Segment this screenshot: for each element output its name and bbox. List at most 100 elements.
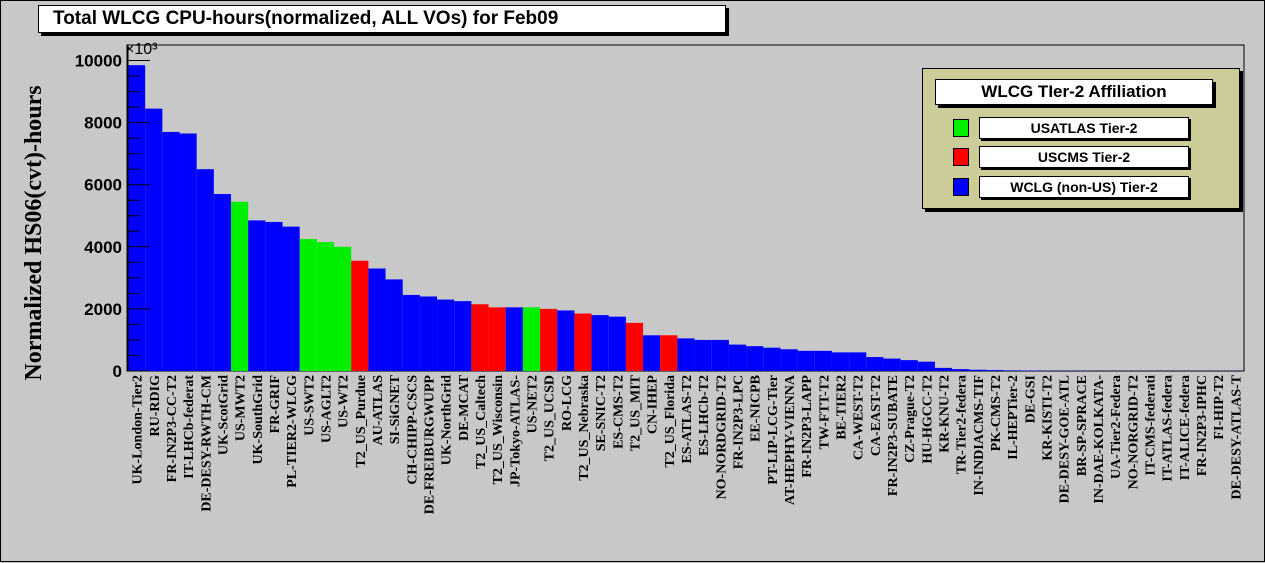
x-tick-label: ES-CMS-T2 <box>611 375 626 449</box>
bar-es-atlas-t2 <box>677 338 694 371</box>
bar-us-wt2 <box>334 247 351 371</box>
x-tick-label: BR-SP-SPRACE <box>1075 375 1090 476</box>
legend-label-wclg: WCLG (non-US) Tier-2 <box>979 176 1189 198</box>
bar-cz-prague-t2 <box>901 360 918 371</box>
x-tick-label: CA-EAST-T2 <box>869 375 884 456</box>
x-tick-label: FR-IN2P3-IPHC <box>1195 375 1210 476</box>
x-tick-label: CN-IHEP <box>646 375 661 435</box>
y-scale-label: ×10³ <box>125 41 158 58</box>
x-tick-label: US-MWT2 <box>234 375 249 441</box>
bar-pt-lip-lcg-tier <box>763 348 780 371</box>
x-tick-label: FR-GRIF <box>268 375 283 433</box>
x-tick-label: FR-IN2P3-LAPP <box>800 375 815 478</box>
bar-se-snic-t2 <box>592 315 609 371</box>
bar-no-nordgrid-t2 <box>712 340 729 371</box>
x-tick-label: T2_US_Florida <box>663 375 678 468</box>
bar-t2-us-ucsd <box>540 309 557 371</box>
x-tick-label: PK-CMS-T2 <box>989 375 1004 451</box>
x-tick-label: US-AGLT2 <box>319 375 334 443</box>
x-tick-label: EE-NICPB <box>749 375 764 442</box>
bar-uk-london-tier2 <box>128 65 145 371</box>
x-tick-label: UK-SouthGrid <box>251 375 266 465</box>
bar-it-lhcb-federat <box>180 133 197 371</box>
bar-ru-rdig <box>145 109 162 371</box>
x-tick-label: DE-DESY-RWTH-CM <box>199 375 214 512</box>
legend-swatch-uscms <box>953 148 969 166</box>
bar-si-signet <box>386 279 403 371</box>
y-axis-label: Normalized HS06(cvt)-hours <box>21 85 47 380</box>
legend-swatch-wclg <box>953 178 969 196</box>
bar-es-lhcb-t2 <box>695 340 712 371</box>
y-tick-label: 0 <box>113 362 122 381</box>
legend-title: WLCG TIer-2 Affiliation <box>935 79 1213 105</box>
x-tick-label: NO-NORGRID-T2 <box>1126 375 1141 489</box>
x-tick-label: DE-FREIBURGWUPP <box>422 375 437 515</box>
x-tick-label: CZ-Prague-T2 <box>903 375 918 463</box>
x-tick-label: FR-IN2P3-LPC <box>732 375 747 469</box>
x-tick-label: DE-DESY-GOE-ATL <box>1058 375 1073 503</box>
bar-us-net2 <box>523 307 540 371</box>
y-tick-label: 10000 <box>75 52 122 71</box>
legend-label-usatlas: USATLAS Tier-2 <box>979 117 1189 139</box>
bar-jp-tokyo-atlas- <box>506 307 523 371</box>
x-tick-label: UK-London-Tier2 <box>131 375 146 484</box>
y-tick-label: 8000 <box>84 114 122 133</box>
x-tick-label: ES-ATLAS-T2 <box>680 375 695 463</box>
bar-hu-hgcc-t2 <box>918 362 935 371</box>
bar-pk-cms-t2 <box>986 370 1003 371</box>
y-tick-label: 6000 <box>84 176 122 195</box>
bar-us-mwt2 <box>231 202 248 371</box>
bar-t2-us-purdue <box>351 261 368 371</box>
x-tick-label: ES-LHCb-T2 <box>697 375 712 456</box>
bar-t2-us-wisconsin <box>489 307 506 371</box>
x-tick-label: TR-Tier2-federa <box>955 375 970 474</box>
bar-ca-west-t2 <box>849 352 866 371</box>
x-tick-label: T2_US_Nebraska <box>577 375 592 481</box>
bar-kr-knu-t2 <box>935 368 952 371</box>
x-tick-label: RO-LCG <box>560 375 575 431</box>
x-tick-label: T2_US_Wisconsin <box>491 375 506 485</box>
x-tick-label: SI-SiGNET <box>388 374 403 444</box>
legend-label-uscms: USCMS Tier-2 <box>979 146 1189 168</box>
bar-de-mcat <box>454 301 471 371</box>
x-tick-label: TW-FTT-T2 <box>817 375 832 449</box>
bar-ch-chipp-cscs <box>403 295 420 371</box>
x-tick-label: CA-WEST-T2 <box>852 375 867 460</box>
x-tick-label: US-WT2 <box>337 375 352 428</box>
bar-in-indiacms-tif <box>969 370 986 371</box>
x-tick-label: T2_US_Caltech <box>474 375 489 469</box>
x-tick-label: IN-DAE-KOLKATA- <box>1092 375 1107 504</box>
bar-us-aglt2 <box>317 242 334 371</box>
x-tick-label: RU-RDIG <box>148 375 163 437</box>
x-tick-label: IT-LHCb-federat <box>182 375 197 479</box>
bar-fr-in2p3-lpc <box>729 345 746 371</box>
bar-ro-lcg <box>557 310 574 371</box>
y-tick-label: 2000 <box>84 300 122 319</box>
x-tick-label: IT-ATLAS-federa <box>1161 375 1176 482</box>
bar-uk-southgrid <box>248 220 265 371</box>
bar-fr-in2p3-subate <box>883 359 900 371</box>
bar-us-swt2 <box>300 239 317 371</box>
x-tick-label: UA-Tier2-Federa <box>1109 375 1124 479</box>
bar-tr-tier2-federa <box>952 369 969 371</box>
x-tick-label: FR-IN2P3-SUBATE <box>886 375 901 496</box>
x-tick-label: PT-LIP-LCG-Tier <box>766 375 781 485</box>
x-tick-label: NO-NORDGRID-T2 <box>714 375 729 499</box>
x-tick-label: T2_US_Purdue <box>354 375 369 468</box>
x-tick-label: DE-DESY-ATLAS-T <box>1229 374 1244 499</box>
bar-de-freiburgwupp <box>420 296 437 371</box>
bar-au-atlas <box>368 269 385 371</box>
bar-uk-scotgrid <box>214 194 231 371</box>
x-tick-label: PL-TIER2-WLCG <box>285 375 300 488</box>
bar-t2-us-caltech <box>471 304 488 371</box>
bar-be-tier2 <box>832 352 849 371</box>
x-tick-label: BE-TIER2 <box>835 375 850 440</box>
y-tick-label: 4000 <box>84 238 122 257</box>
x-tick-label: FI-HIP-T2 <box>1212 375 1227 440</box>
x-tick-label: IT-CMS-federati <box>1144 375 1159 476</box>
bar-de-desy-rwth-cm <box>197 169 214 371</box>
x-tick-label: DE-GSI <box>1023 375 1038 423</box>
bar-fr-grif <box>265 222 282 371</box>
x-tick-label: HU-HGCC-T2 <box>920 375 935 464</box>
x-tick-label: JP-Tokyo-ATLAS- <box>508 375 523 487</box>
